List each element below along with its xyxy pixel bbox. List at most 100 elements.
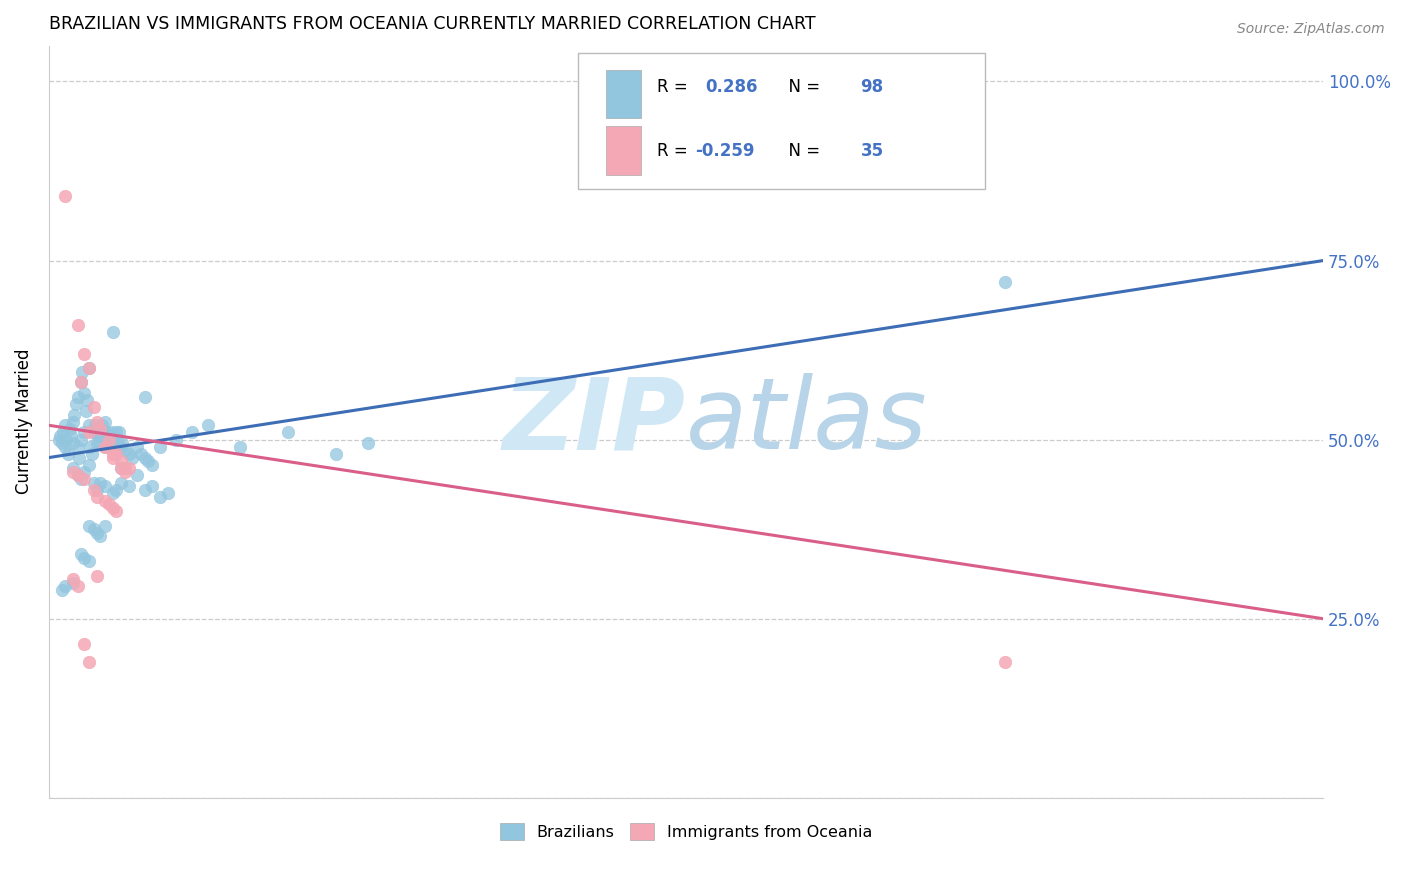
Point <box>66 468 89 483</box>
Point <box>86 483 108 497</box>
Point <box>101 447 124 461</box>
Point <box>52 425 75 440</box>
Point <box>98 433 121 447</box>
Point <box>86 490 108 504</box>
Point <box>89 529 111 543</box>
Point <box>87 429 110 443</box>
Point <box>98 497 121 511</box>
Point <box>62 436 84 450</box>
Point <box>101 325 124 339</box>
Point <box>77 361 100 376</box>
Point <box>93 493 115 508</box>
Point <box>66 318 89 332</box>
Point <box>59 422 82 436</box>
Point <box>134 483 156 497</box>
Point <box>49 429 72 443</box>
Point <box>62 575 84 590</box>
Point <box>91 425 114 440</box>
Text: -0.259: -0.259 <box>695 142 755 160</box>
Point <box>55 433 77 447</box>
Point <box>53 440 76 454</box>
Bar <box>606 126 641 175</box>
Point <box>51 436 73 450</box>
Text: Source: ZipAtlas.com: Source: ZipAtlas.com <box>1237 22 1385 37</box>
Point <box>56 447 79 461</box>
Point <box>104 483 127 497</box>
Point <box>197 418 219 433</box>
Point <box>69 547 91 561</box>
Text: atlas: atlas <box>686 373 928 470</box>
Point <box>73 386 96 401</box>
Text: R =: R = <box>657 78 693 96</box>
Text: BRAZILIAN VS IMMIGRANTS FROM OCEANIA CURRENTLY MARRIED CORRELATION CHART: BRAZILIAN VS IMMIGRANTS FROM OCEANIA CUR… <box>49 15 815 33</box>
Point <box>69 376 91 390</box>
Point <box>356 436 378 450</box>
Point <box>66 468 89 483</box>
Point <box>53 189 76 203</box>
Point <box>83 475 105 490</box>
Point <box>114 461 136 475</box>
Point <box>90 418 112 433</box>
Point <box>62 415 84 429</box>
Point <box>100 425 122 440</box>
Point <box>89 475 111 490</box>
Point <box>86 525 108 540</box>
Point <box>83 483 105 497</box>
Bar <box>606 70 641 119</box>
Text: 0.286: 0.286 <box>706 78 758 96</box>
Point <box>93 440 115 454</box>
Point <box>86 415 108 429</box>
Point <box>110 461 132 475</box>
Point <box>83 401 105 415</box>
Point <box>66 579 89 593</box>
Point <box>53 579 76 593</box>
Text: 35: 35 <box>860 142 884 160</box>
Point <box>229 440 252 454</box>
Point <box>101 436 124 450</box>
Point <box>77 458 100 472</box>
Point <box>76 393 98 408</box>
Point <box>63 408 86 422</box>
Point <box>83 522 105 536</box>
Point <box>73 472 96 486</box>
Point <box>73 550 96 565</box>
Point <box>117 447 139 461</box>
Legend: Brazilians, Immigrants from Oceania: Brazilians, Immigrants from Oceania <box>494 817 879 847</box>
Point <box>98 433 121 447</box>
Point <box>77 655 100 669</box>
Y-axis label: Currently Married: Currently Married <box>15 349 32 494</box>
Point <box>110 461 132 475</box>
Point <box>69 472 91 486</box>
Point <box>77 518 100 533</box>
Point <box>104 447 127 461</box>
Point <box>65 397 87 411</box>
Point <box>136 454 159 468</box>
Point <box>89 436 111 450</box>
Point <box>93 415 115 429</box>
Point <box>75 404 97 418</box>
Point <box>86 425 108 440</box>
Point <box>125 468 148 483</box>
Point <box>141 479 163 493</box>
Text: N =: N = <box>778 78 825 96</box>
Point <box>80 447 103 461</box>
Text: R =: R = <box>657 142 693 160</box>
Point <box>73 465 96 479</box>
Point <box>114 465 136 479</box>
FancyBboxPatch shape <box>578 54 986 188</box>
Point <box>121 450 143 465</box>
Point <box>69 433 91 447</box>
Point <box>86 436 108 450</box>
Point <box>325 447 347 461</box>
Point <box>72 365 94 379</box>
Point <box>110 440 132 454</box>
Point <box>101 486 124 500</box>
Point <box>77 425 100 440</box>
Point <box>277 425 299 440</box>
Point <box>110 475 132 490</box>
Point <box>60 429 83 443</box>
Point <box>149 490 172 504</box>
Point <box>134 450 156 465</box>
Point <box>97 429 120 443</box>
Point <box>67 450 90 465</box>
